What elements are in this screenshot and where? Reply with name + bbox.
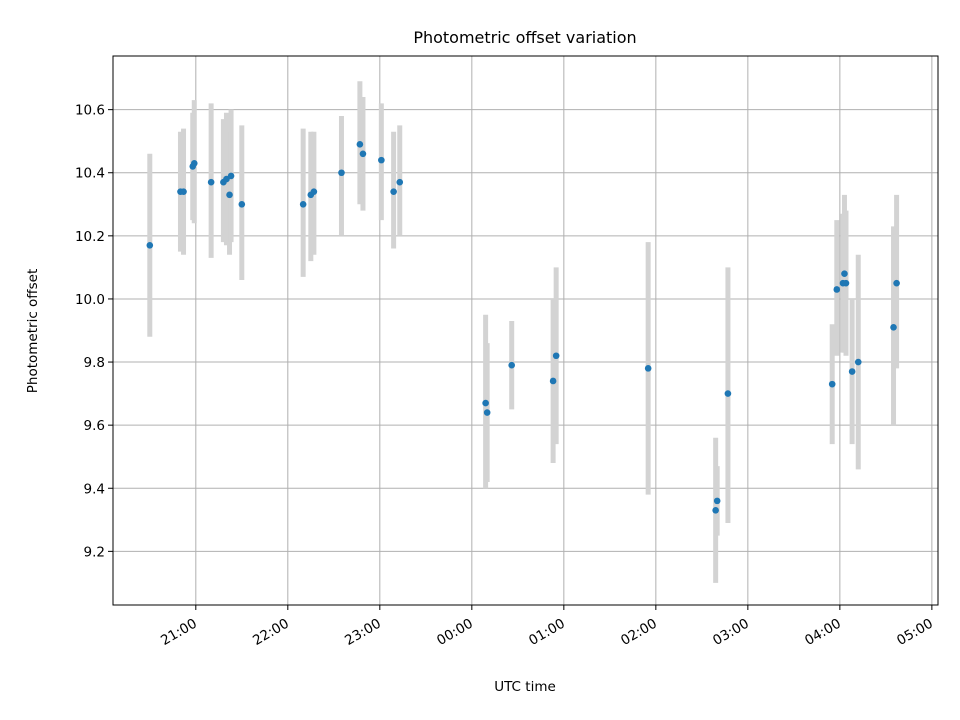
- data-point: [310, 188, 318, 195]
- data-point: [713, 497, 721, 505]
- data-point: [848, 368, 856, 375]
- data-point: [378, 156, 385, 164]
- y-axis-label: Photometric offset: [25, 269, 41, 393]
- data-point: [893, 279, 900, 287]
- y-tick-label: 9.2: [84, 544, 105, 560]
- data-point: [854, 358, 862, 366]
- y-tick-label: 10.0: [75, 292, 105, 308]
- data-point: [223, 175, 230, 183]
- data-point: [227, 172, 235, 180]
- y-tick-label: 9.8: [84, 355, 105, 371]
- data-point: [549, 377, 557, 385]
- data-points: [146, 141, 900, 514]
- data-point: [828, 380, 836, 388]
- data-point: [482, 399, 489, 407]
- data-point: [644, 365, 652, 372]
- data-point: [299, 200, 307, 208]
- data-point: [396, 178, 404, 186]
- grid: [113, 56, 938, 605]
- x-axis-label: UTC time: [494, 679, 556, 695]
- y-tick-label: 10.2: [75, 229, 105, 245]
- data-point: [146, 242, 154, 249]
- data-point: [552, 352, 560, 360]
- data-point: [338, 169, 345, 177]
- data-point: [712, 507, 719, 514]
- y-tick-label: 9.6: [84, 418, 105, 434]
- data-point: [483, 409, 491, 416]
- data-point: [833, 286, 841, 293]
- y-tick-label: 10.6: [75, 103, 105, 119]
- y-axis-ticks: 9.2 9.4 9.6 9.8 10.0 10.2 10.4 10.6: [75, 103, 113, 560]
- data-point: [359, 150, 367, 158]
- y-tick-label: 10.4: [75, 166, 105, 182]
- y-tick-label: 9.4: [84, 481, 105, 497]
- data-point: [390, 188, 397, 195]
- data-point: [356, 141, 364, 148]
- data-point: [890, 324, 897, 331]
- data-point: [207, 178, 215, 186]
- data-point: [841, 270, 848, 278]
- chart-title: Photometric offset variation: [413, 28, 636, 47]
- data-point: [724, 390, 732, 397]
- data-point: [508, 361, 515, 369]
- plot-frame: [112, 55, 939, 606]
- data-point: [238, 200, 246, 208]
- data-point: [226, 191, 233, 199]
- data-point: [180, 188, 187, 195]
- data-point: [190, 159, 198, 167]
- data-point: [842, 279, 850, 287]
